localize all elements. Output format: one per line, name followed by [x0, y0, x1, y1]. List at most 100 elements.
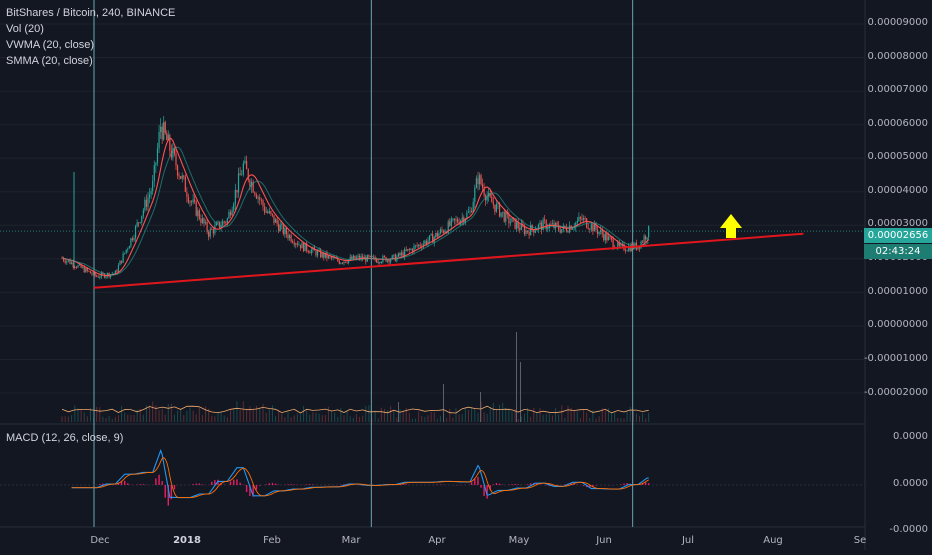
- volume-bar: [462, 414, 463, 422]
- price-candle: [286, 228, 287, 234]
- price-candle: [93, 272, 94, 274]
- volume-bar: [350, 416, 351, 422]
- volume-bar: [484, 412, 485, 422]
- price-candle: [389, 259, 390, 262]
- volume-bar: [243, 401, 244, 422]
- price-candle: [645, 236, 646, 239]
- volume-bar: [487, 414, 488, 422]
- volume-bar: [99, 407, 100, 422]
- price-candle: [539, 223, 540, 225]
- volume-bar: [452, 418, 453, 422]
- price-candle: [262, 200, 263, 206]
- price-candle: [441, 229, 442, 230]
- volume-bar: [74, 406, 75, 422]
- up-arrow-icon: [720, 214, 742, 238]
- price-candle: [315, 250, 316, 255]
- macd-histogram-bar: [312, 485, 313, 486]
- macd-histogram-bar: [530, 483, 531, 485]
- volume-bar: [68, 417, 69, 422]
- price-candle: [415, 245, 416, 246]
- volume-bar: [186, 411, 187, 422]
- price-candle: [249, 180, 250, 186]
- price-candle: [611, 237, 612, 239]
- price-candle: [599, 232, 600, 234]
- price-candle: [147, 198, 148, 207]
- price-candle: [431, 234, 432, 235]
- volume-bar: [93, 417, 94, 422]
- price-candle: [240, 174, 241, 176]
- price-candle: [602, 230, 603, 234]
- volume-bar: [202, 415, 203, 422]
- price-candle: [608, 236, 609, 240]
- price-candle: [130, 238, 131, 246]
- macd-legend[interactable]: MACD (12, 26, close, 9): [6, 432, 123, 444]
- macd-histogram-bar: [518, 484, 519, 485]
- volume-bar: [390, 406, 391, 422]
- volume-bar: [372, 419, 373, 422]
- price-candle: [123, 254, 124, 263]
- volume-bar: [303, 406, 304, 422]
- price-candle: [165, 122, 166, 133]
- volume-bar: [312, 412, 313, 422]
- price-candle: [585, 218, 586, 219]
- macd-histogram-bar: [165, 485, 166, 498]
- macd-histogram-bar: [155, 478, 156, 485]
- macd-histogram-bar: [583, 485, 584, 486]
- volume-bar: [193, 411, 194, 422]
- indicator-smma[interactable]: SMMA (20, close): [6, 53, 175, 69]
- volume-bar: [112, 419, 113, 422]
- macd-axis-label: 0.0000: [862, 431, 928, 442]
- price-candle: [354, 256, 355, 259]
- price-candle: [627, 251, 628, 252]
- volume-bar: [159, 410, 160, 422]
- price-candle: [261, 200, 262, 201]
- price-candle: [140, 222, 141, 223]
- price-candle: [437, 233, 438, 237]
- macd-histogram-bar: [514, 484, 515, 485]
- macd-histogram-bar: [480, 485, 481, 488]
- volume-bar: [127, 415, 128, 422]
- volume-bar: [322, 415, 323, 422]
- indicator-vol[interactable]: Vol (20): [6, 21, 175, 37]
- macd-histogram-bar: [294, 485, 295, 486]
- symbol-title[interactable]: BitShares / Bitcoin, 240, BINANCE: [6, 5, 175, 21]
- volume-bar: [340, 408, 341, 422]
- price-candle: [451, 219, 452, 226]
- volume-bar: [347, 412, 348, 422]
- volume-bar: [180, 410, 181, 422]
- macd-histogram-bar: [192, 484, 193, 485]
- time-axis-label: Jul: [682, 535, 694, 546]
- macd-histogram-bar: [269, 483, 270, 485]
- volume-bar: [174, 415, 175, 422]
- price-candle: [258, 197, 259, 198]
- volume-bar: [540, 408, 541, 422]
- volume-bar: [381, 408, 382, 422]
- price-candle: [597, 230, 598, 234]
- volume-bar: [281, 414, 282, 422]
- price-candle: [126, 250, 127, 253]
- price-candle: [179, 175, 180, 176]
- volume-bar: [71, 415, 72, 422]
- price-candle: [160, 127, 161, 132]
- macd-histogram-bar: [620, 484, 621, 485]
- volume-bar: [78, 409, 79, 422]
- volume-bar: [512, 412, 513, 422]
- price-candle: [583, 218, 584, 220]
- price-candle: [186, 192, 187, 197]
- price-candle: [273, 215, 274, 223]
- price-candle: [309, 252, 310, 253]
- volume-bar: [155, 405, 156, 422]
- price-candle: [356, 257, 357, 258]
- volume-bar: [574, 411, 575, 422]
- indicator-vwma[interactable]: VWMA (20, close): [6, 37, 175, 53]
- time-axis-label: Aug: [763, 535, 783, 546]
- price-candle: [572, 228, 573, 230]
- macd-histogram-bar: [306, 484, 307, 485]
- volume-bar: [508, 408, 509, 422]
- price-axis-label: -0.00001000: [862, 353, 928, 364]
- volume-bar: [443, 384, 444, 422]
- volume-bar: [583, 410, 584, 422]
- price-candle: [283, 224, 284, 234]
